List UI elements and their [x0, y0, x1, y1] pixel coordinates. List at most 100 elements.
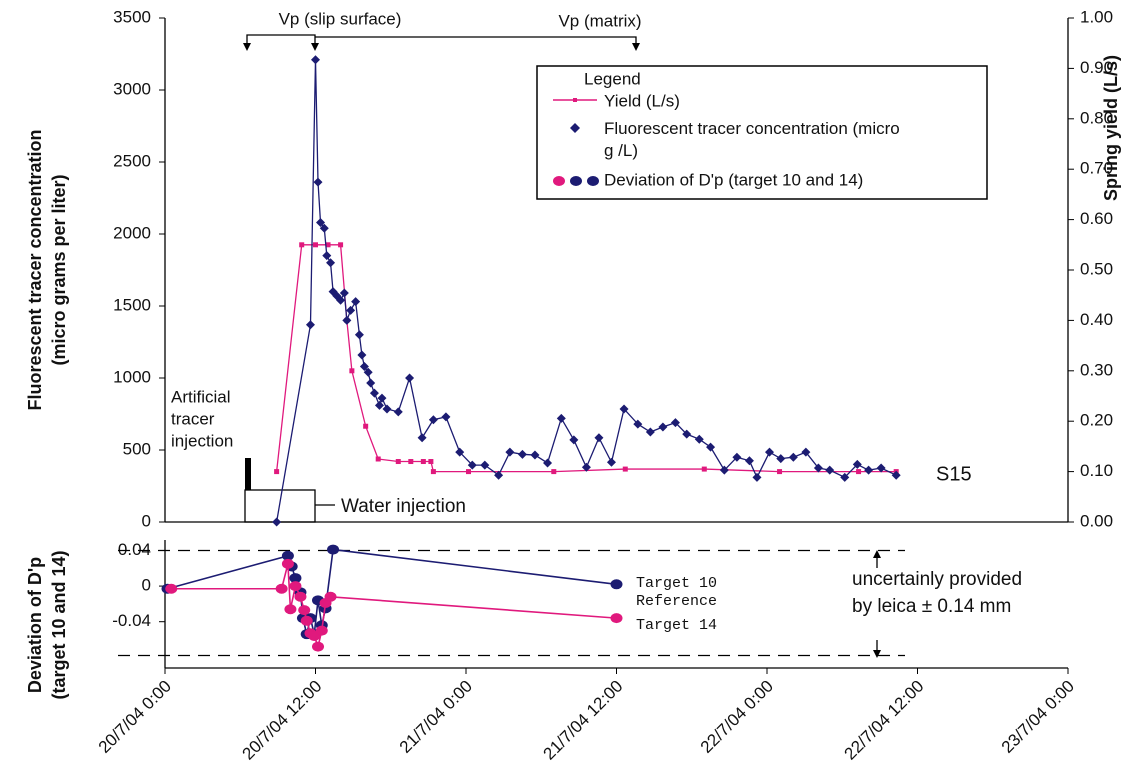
point	[377, 393, 387, 403]
point	[336, 295, 346, 305]
point	[670, 418, 680, 428]
y-tick-label: 3500	[113, 7, 151, 26]
point	[275, 583, 288, 594]
annotation: uncertainly provided	[852, 569, 1022, 590]
point	[305, 320, 315, 330]
point	[346, 305, 356, 315]
point	[891, 470, 901, 480]
y-tick-label: 0.04	[118, 540, 151, 559]
y-tick-label: 1500	[113, 295, 151, 314]
series-line	[275, 244, 897, 473]
point	[430, 469, 436, 475]
point	[840, 472, 850, 482]
point	[366, 378, 376, 388]
bracket	[246, 34, 316, 45]
point	[363, 423, 369, 429]
point	[606, 457, 616, 467]
y-tick-label: 500	[123, 439, 151, 458]
point	[788, 452, 798, 462]
point	[622, 466, 628, 472]
point	[393, 407, 403, 417]
point	[349, 368, 355, 374]
point	[765, 447, 775, 457]
x-tick-label: 22/7/04 0:00	[697, 677, 777, 757]
point	[530, 450, 540, 460]
point	[299, 242, 305, 248]
point	[694, 434, 704, 444]
point	[864, 465, 874, 475]
point	[480, 460, 490, 470]
point	[326, 258, 336, 268]
legend-marker	[573, 98, 577, 102]
y2-tick-label: 0.30	[1080, 360, 1113, 379]
legend: Legend Yield (L/s) Deviation of D'p (tar…	[553, 69, 863, 189]
point	[856, 469, 862, 475]
legend-box	[536, 65, 988, 200]
point	[610, 579, 623, 590]
point	[316, 217, 326, 227]
x-tick-label: 21/7/04 0:00	[396, 677, 476, 757]
point	[313, 242, 318, 248]
legend-marker	[587, 176, 599, 186]
injection-bar	[245, 458, 251, 490]
point	[466, 469, 472, 475]
point	[375, 456, 381, 462]
point	[569, 435, 579, 445]
point	[420, 459, 426, 465]
point	[311, 55, 320, 65]
annotation: S15	[936, 463, 972, 485]
point	[706, 442, 716, 452]
y2-tick-label: 0.80	[1080, 108, 1113, 127]
legend-entry: Fluorescent tracer concentration (micro …	[604, 119, 900, 160]
point	[359, 361, 369, 371]
y-tick-label: 3000	[113, 79, 151, 98]
point	[494, 470, 504, 480]
point	[551, 469, 557, 475]
legend-entry: Deviation of D'p (target 10 and 14)	[604, 170, 863, 189]
point	[417, 433, 427, 443]
y-tick-label: 2000	[113, 223, 151, 242]
arrowhead	[873, 550, 881, 558]
point	[324, 591, 337, 602]
series-label: Target 10	[636, 575, 717, 592]
arrowhead	[632, 43, 640, 51]
y2-tick-label: 1.00	[1080, 7, 1113, 26]
point	[682, 429, 692, 439]
annotation: Artificial	[171, 387, 231, 406]
point	[312, 641, 325, 652]
annotation: by leica ± 0.14 mm	[852, 596, 1011, 617]
point	[619, 404, 629, 414]
legend-entry: Yield (L/s)	[604, 91, 680, 110]
point	[363, 367, 373, 377]
point	[325, 242, 331, 248]
point	[658, 422, 668, 432]
point	[428, 415, 438, 425]
y2-tick-label: 0.60	[1080, 209, 1113, 228]
point	[342, 315, 352, 325]
point	[645, 427, 655, 437]
y-tick-label: -0.04	[112, 611, 151, 630]
point	[395, 459, 401, 465]
arrowhead	[873, 650, 881, 658]
point	[594, 433, 604, 443]
point	[732, 452, 742, 462]
point	[284, 604, 297, 615]
y-axis-title: (micro grams per liter)	[49, 174, 69, 365]
point	[701, 466, 707, 472]
y2-tick-label: 0.50	[1080, 259, 1113, 278]
point	[322, 251, 332, 261]
y2-tick-label: 0.70	[1080, 159, 1113, 178]
point	[327, 544, 340, 555]
annotation: Vp (matrix)	[558, 11, 641, 30]
point	[505, 447, 515, 457]
point	[876, 463, 886, 473]
bracket	[315, 36, 637, 45]
legend-marker	[553, 176, 565, 186]
point	[556, 413, 566, 423]
point	[315, 625, 328, 636]
arrowheads	[243, 43, 881, 658]
annotation: Reference	[636, 593, 717, 610]
point	[441, 412, 451, 422]
x-tick-label: 23/7/04 0:00	[998, 677, 1078, 757]
point	[408, 459, 414, 465]
